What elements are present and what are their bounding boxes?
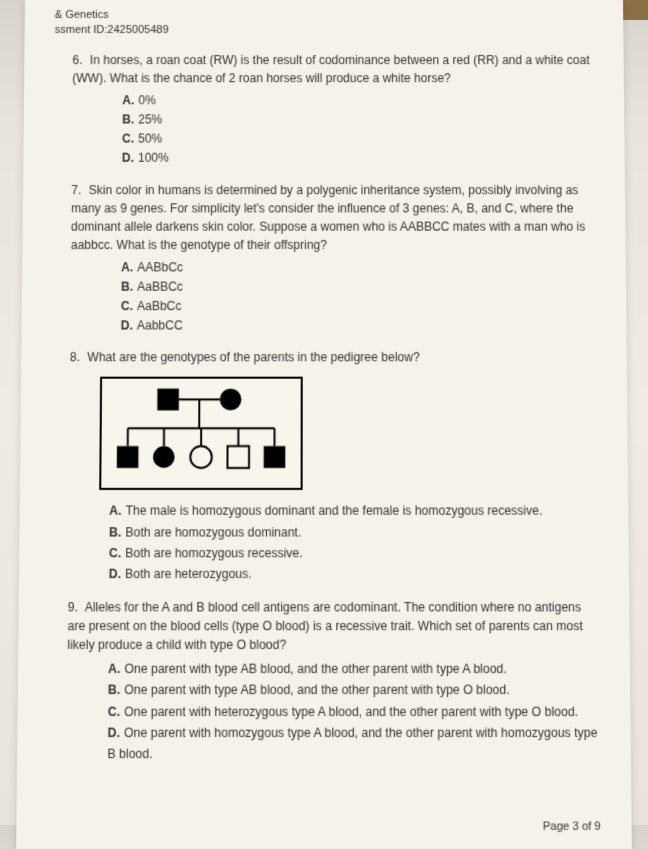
q6-option-c: C. 50% bbox=[122, 130, 594, 149]
opt-label: D. bbox=[122, 151, 134, 165]
opt-label: A. bbox=[122, 93, 134, 107]
q9-option-d: D.One parent with homozygous type A bloo… bbox=[107, 722, 600, 765]
q7-option-c: C. AaBbCc bbox=[121, 297, 596, 317]
pedigree-child-4 bbox=[227, 446, 249, 468]
opt-text: AaBbCc bbox=[137, 299, 182, 313]
q7-text: Skin color in humans is determined by a … bbox=[71, 183, 586, 252]
opt-text: 50% bbox=[138, 132, 162, 146]
q7-option-d: D. AabbCC bbox=[121, 316, 597, 336]
opt-text: 100% bbox=[138, 151, 169, 165]
opt-text: AaBBCc bbox=[137, 279, 183, 293]
question-9: 9. Alleles for the A and B blood cell an… bbox=[48, 598, 600, 766]
q6-text: In horses, a roan coat (RW) is the resul… bbox=[72, 53, 589, 85]
q6-options: A. 0% B. 25% C. 50% D. 100% bbox=[122, 91, 595, 168]
pedigree-child-2 bbox=[153, 446, 175, 468]
q9-text: Alleles for the A and B blood cell antig… bbox=[67, 600, 583, 652]
opt-label: C. bbox=[108, 704, 120, 719]
pedigree-child-5 bbox=[264, 446, 286, 468]
q7-options: A. AABbCc B. AaBBCc C. AaBbCc D. AabbCC bbox=[121, 258, 597, 336]
pedigree-father bbox=[157, 389, 179, 411]
question-8: 8. What are the genotypes of the parents… bbox=[50, 348, 599, 585]
pedigree-diagram bbox=[99, 377, 303, 490]
opt-text: AabbCC bbox=[137, 318, 183, 332]
q8-options: A. The male is homozygous dominant and th… bbox=[109, 501, 599, 586]
q9-number: 9. bbox=[68, 598, 78, 617]
q8-text: What are the genotypes of the parents in… bbox=[87, 350, 419, 364]
q6-option-a: A. 0% bbox=[122, 91, 594, 110]
opt-text: One parent with type AB blood, and the o… bbox=[124, 661, 506, 676]
q9-options: A. One parent with type AB blood, and the… bbox=[107, 658, 600, 765]
opt-text: Both are heterozygous. bbox=[125, 567, 252, 582]
q8-option-c: C. Both are homozygous recessive. bbox=[109, 543, 598, 564]
pedigree-child-3 bbox=[190, 446, 212, 468]
pedigree-mother bbox=[220, 389, 242, 411]
question-7: 7. Skin color in humans is determined by… bbox=[52, 181, 596, 336]
q6-option-b: B. 25% bbox=[122, 110, 594, 129]
opt-text: One parent with heterozygous type A bloo… bbox=[124, 704, 578, 719]
opt-label: A. bbox=[109, 504, 121, 518]
pedigree-child-1 bbox=[117, 446, 139, 468]
q9-option-b: B. One parent with type AB blood, and the… bbox=[108, 680, 600, 701]
opt-label: C. bbox=[109, 546, 121, 561]
opt-label: A. bbox=[108, 661, 120, 676]
opt-label: B. bbox=[121, 279, 133, 293]
page-header: & Genetics ssment ID:2425005489 bbox=[55, 8, 594, 39]
q8-option-d: D. Both are heterozygous. bbox=[109, 564, 599, 585]
opt-label: B. bbox=[109, 525, 121, 540]
opt-text: 0% bbox=[138, 93, 155, 107]
assessment-id: ssment ID:2425005489 bbox=[55, 23, 594, 38]
q9-option-c: C. One parent with heterozygous type A bl… bbox=[108, 701, 600, 722]
q8-number: 8. bbox=[70, 348, 80, 366]
opt-label: B. bbox=[122, 112, 134, 126]
opt-text: Both are homozygous recessive. bbox=[125, 546, 303, 561]
opt-label: A. bbox=[121, 260, 133, 274]
opt-text: One parent with type AB blood, and the o… bbox=[124, 683, 509, 698]
subject-label: & Genetics bbox=[55, 8, 593, 23]
opt-text: AABbCc bbox=[137, 260, 183, 274]
q6-number: 6. bbox=[72, 51, 82, 69]
opt-text: Both are homozygous dominant. bbox=[125, 525, 301, 540]
opt-label: B. bbox=[108, 683, 120, 698]
opt-label: D. bbox=[109, 567, 121, 582]
q9-option-a: A. One parent with type AB blood, and the… bbox=[108, 658, 599, 679]
opt-text: One parent with homozygous type A blood,… bbox=[107, 726, 597, 762]
opt-label: D. bbox=[108, 726, 120, 741]
question-6: 6. In horses, a roan coat (RW) is the re… bbox=[53, 51, 594, 169]
q7-number: 7. bbox=[71, 181, 81, 199]
opt-label: D. bbox=[121, 318, 133, 332]
opt-text: 25% bbox=[138, 112, 162, 126]
opt-text: The male is homozygous dominant and the … bbox=[125, 504, 542, 518]
q8-option-b: B. Both are homozygous dominant. bbox=[109, 522, 598, 543]
page-footer: Page 3 of 9 bbox=[543, 820, 601, 833]
worksheet-page: & Genetics ssment ID:2425005489 6. In ho… bbox=[16, 0, 632, 849]
opt-label: C. bbox=[121, 299, 133, 313]
q8-option-a: A. The male is homozygous dominant and th… bbox=[109, 501, 598, 522]
q7-option-a: A. AABbCc bbox=[121, 258, 596, 278]
opt-label: C. bbox=[122, 132, 134, 146]
q6-option-d: D. 100% bbox=[122, 149, 595, 168]
q7-option-b: B. AaBBCc bbox=[121, 277, 596, 297]
